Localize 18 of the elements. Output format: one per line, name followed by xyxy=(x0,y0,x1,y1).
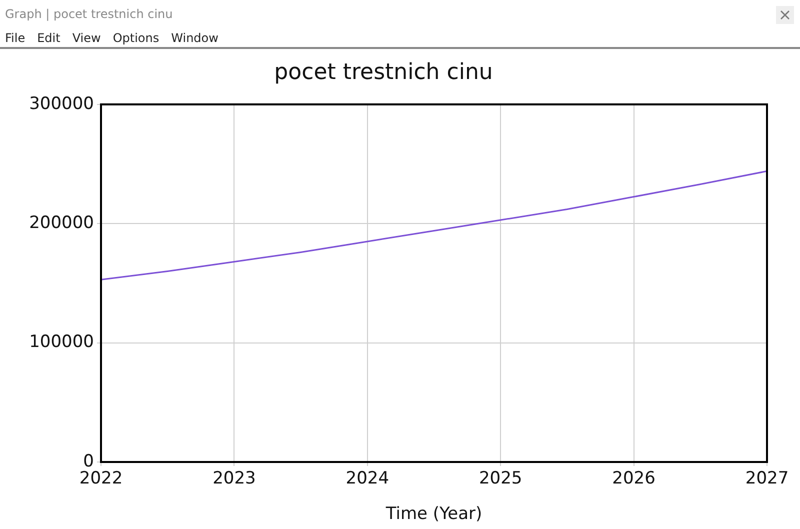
text: Window xyxy=(171,31,218,45)
text: Options xyxy=(112,31,160,45)
text: Edit xyxy=(37,31,60,45)
x-tick-label: 2022 xyxy=(79,468,123,489)
y-tick-label: 100000 xyxy=(29,332,94,352)
x-tick-label: 2026 xyxy=(612,468,656,489)
y-tick-label: 300000 xyxy=(29,94,94,114)
x-tick-label: 2023 xyxy=(212,468,256,489)
text: View xyxy=(72,31,101,45)
x-tick-label: 2024 xyxy=(346,468,390,489)
x-tick-label: 2025 xyxy=(478,468,522,489)
chart-title: pocet trestnich cinu xyxy=(274,60,493,85)
text: File xyxy=(5,31,26,45)
y-tick-label: 0 xyxy=(83,451,94,472)
y-tick-label: 200000 xyxy=(29,213,94,234)
x-tick-label: 2027 xyxy=(745,468,789,489)
x-axis-title: Time (Year) xyxy=(384,504,482,524)
text: Graph | pocet trestnich cinu xyxy=(5,7,173,21)
